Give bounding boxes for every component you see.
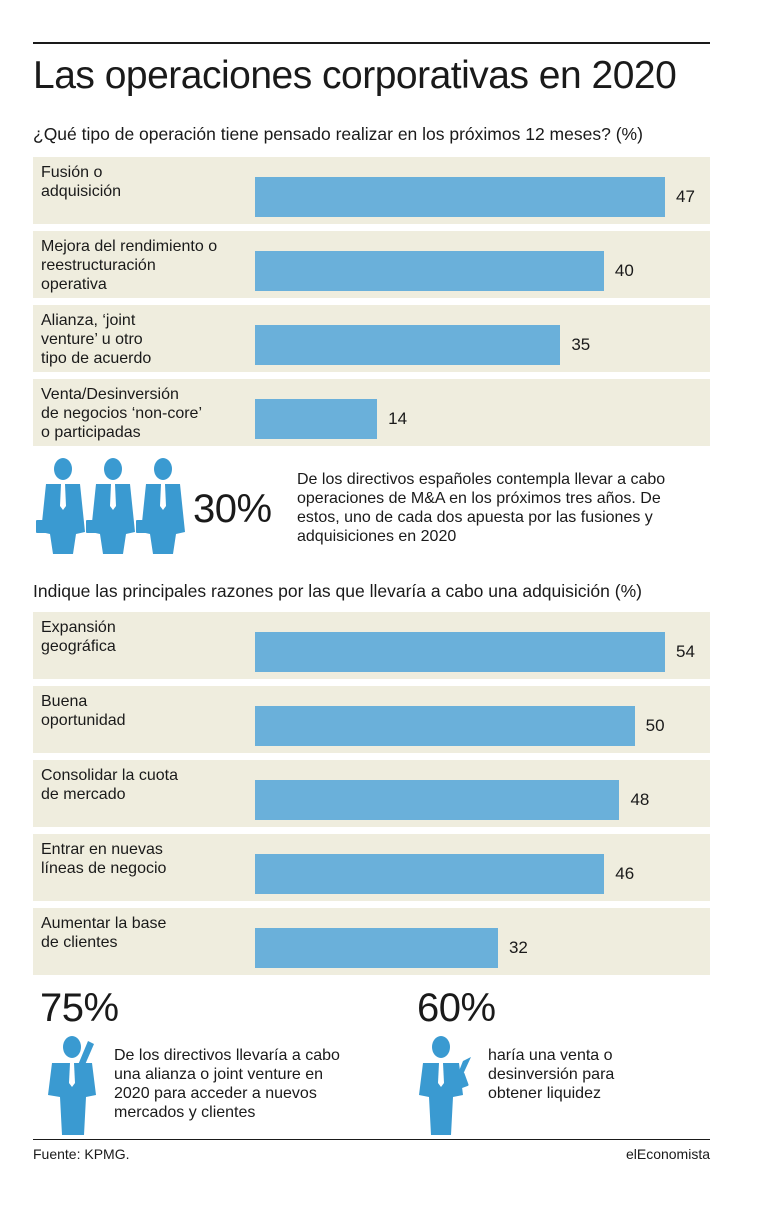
stat-75-text: De los directivos llevaría a cabo una al…: [114, 1047, 340, 1121]
chart-2-row: Expansión geográfica 54: [33, 612, 710, 679]
businessman-on-phone-icon: [48, 1036, 96, 1135]
category-label: Buena oportunidad: [41, 693, 126, 729]
bar-value-label: 32: [508, 938, 528, 957]
businessmen-group-icon: [36, 458, 185, 554]
stat-60-text: haría una venta o desinversión para obte…: [488, 1047, 615, 1102]
brand-name: elEconomista: [625, 1146, 710, 1162]
bar-value-label: 46: [615, 864, 635, 883]
chart-2-row: Entrar en nuevas líneas de negocio 46: [33, 834, 710, 901]
bar: [255, 632, 665, 672]
top-rule: [33, 42, 710, 44]
bar-value-label: 50: [645, 716, 665, 735]
category-label: Venta/Desinversión de negocios ‘non-core…: [41, 386, 202, 441]
bar-value-label: 48: [630, 790, 650, 809]
bar: [255, 325, 561, 365]
bar-value-label: 40: [614, 261, 634, 280]
chart-2-title: Indique las principales razones por las …: [33, 581, 642, 601]
bar: [255, 251, 604, 291]
chart-1-row: Venta/Desinversión de negocios ‘non-core…: [33, 379, 710, 446]
businessman-writing-icon: [419, 1036, 471, 1135]
bar-value-label: 47: [676, 187, 695, 206]
source-note: Fuente: KPMG.: [33, 1146, 130, 1162]
bar-value-label: 14: [388, 409, 408, 428]
chart-1: Fusión o adquisición 47 Mejora del rendimi…: [33, 157, 710, 447]
chart-1-row: Alianza, ‘joint venture’ u otro tipo de …: [33, 305, 710, 372]
bar: [255, 706, 635, 746]
bar: [255, 399, 378, 439]
chart-2-row: Consolidar la cuota de mercado 48: [33, 760, 710, 827]
page-title: Las operaciones corporativas en 2020: [33, 54, 677, 97]
bottom-rule: [33, 1139, 710, 1140]
bar: [255, 780, 620, 820]
category-label: Consolidar la cuota de mercado: [41, 767, 178, 803]
chart-1-title: ¿Qué tipo de operación tiene pensado rea…: [33, 124, 643, 144]
bar-value-label: 35: [571, 335, 591, 354]
bar-value-label: 54: [676, 642, 695, 661]
chart-1-row: Mejora del rendimiento o reestructuració…: [33, 231, 710, 298]
stat-75-percent: 75%: [40, 986, 119, 1030]
stat-60-percent: 60%: [417, 986, 496, 1030]
stat-30-text: De los directivos españoles contempla ll…: [297, 471, 666, 545]
chart-2-row: Aumentar la base de clientes 32: [33, 908, 710, 975]
category-label: Entrar en nuevas líneas de negocio: [41, 841, 167, 877]
category-label: Mejora del rendimiento o reestructuració…: [41, 238, 218, 293]
category-label: Aumentar la base de clientes: [41, 915, 167, 951]
chart-2: Expansión geográfica 54 Buena oportunidad 5…: [33, 612, 710, 976]
category-label: Expansión geográfica: [41, 619, 116, 655]
bar: [255, 928, 498, 968]
stat-30-percent: 30%: [193, 487, 272, 531]
chart-2-row: Buena oportunidad 50: [33, 686, 710, 753]
category-label: Fusión o adquisición: [41, 164, 122, 200]
bar: [255, 854, 605, 894]
category-label: Alianza, ‘joint venture’ u otro tipo de …: [41, 312, 152, 367]
bar: [255, 177, 665, 217]
chart-1-row: Fusión o adquisición 47: [33, 157, 710, 224]
